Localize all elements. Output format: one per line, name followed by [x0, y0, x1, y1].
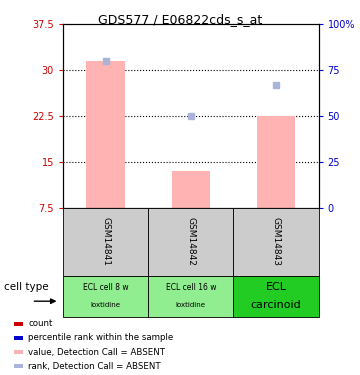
Text: count: count	[28, 320, 53, 328]
Text: ECL: ECL	[266, 282, 287, 292]
Text: GDS577 / E06822cds_s_at: GDS577 / E06822cds_s_at	[98, 13, 262, 26]
Text: GSM14842: GSM14842	[186, 217, 195, 266]
Text: ECL cell 8 w: ECL cell 8 w	[83, 283, 129, 292]
Text: value, Detection Call = ABSENT: value, Detection Call = ABSENT	[28, 348, 165, 357]
Bar	[233, 276, 319, 317]
Text: loxtidine: loxtidine	[91, 302, 121, 308]
Bar	[14, 364, 23, 368]
Bar	[148, 208, 233, 276]
Bar	[14, 322, 23, 326]
Bar	[172, 171, 210, 208]
Text: loxtidine: loxtidine	[176, 302, 206, 308]
Bar	[148, 276, 233, 317]
Bar	[86, 61, 125, 208]
Bar	[14, 336, 23, 340]
Text: ECL cell 16 w: ECL cell 16 w	[166, 283, 216, 292]
Text: GSM14843: GSM14843	[271, 217, 280, 266]
Bar	[233, 208, 319, 276]
Bar	[257, 116, 295, 208]
Bar	[63, 276, 148, 317]
Text: carcinoid: carcinoid	[251, 300, 301, 310]
Bar	[63, 208, 148, 276]
Text: rank, Detection Call = ABSENT: rank, Detection Call = ABSENT	[28, 362, 161, 370]
Text: GSM14841: GSM14841	[101, 217, 110, 266]
Bar	[14, 350, 23, 354]
Text: cell type: cell type	[4, 282, 48, 292]
Text: percentile rank within the sample: percentile rank within the sample	[28, 333, 174, 342]
